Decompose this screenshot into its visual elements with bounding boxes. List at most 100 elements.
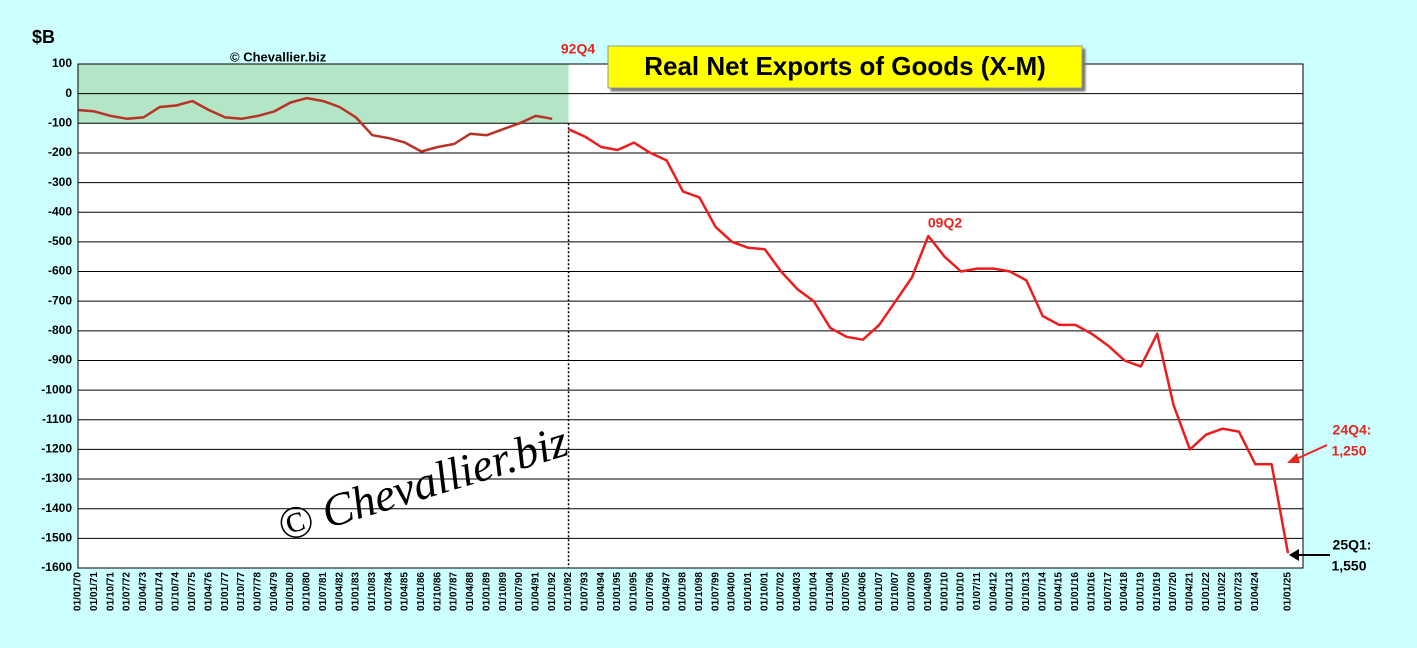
x-tick-label: 01/07/02: [776, 572, 787, 611]
x-tick-label: 01/04/00: [727, 572, 738, 611]
x-tick-label: 01/01/22: [1201, 572, 1212, 611]
y-tick-label: -900: [48, 353, 72, 367]
x-tick-label: 01/10/89: [498, 572, 509, 611]
x-tick-label: 01/01/98: [678, 572, 689, 611]
x-tick-label: 01/07/08: [907, 572, 918, 611]
y-tick-label: -1200: [41, 442, 72, 456]
x-tick-label: 01/04/06: [858, 572, 869, 611]
x-tick-label: 01/07/90: [514, 572, 525, 611]
x-tick-label: 01/04/24: [1250, 572, 1261, 611]
x-tick-label: 01/10/95: [629, 572, 640, 611]
x-tick-label: 01/01/95: [612, 572, 623, 611]
x-tick-label: 01/04/73: [138, 572, 149, 611]
annotation: 09Q2: [928, 215, 962, 231]
x-tick-label: 01/10/83: [367, 572, 378, 611]
title-box: [607, 45, 1083, 89]
x-tick-label: 01/07/75: [187, 572, 198, 611]
x-tick-label: 01/04/12: [988, 572, 999, 611]
x-tick-label: 01/01/89: [481, 572, 492, 611]
x-tick-label: 01/10/19: [1152, 572, 1163, 611]
x-tick-label: 01/01/83: [351, 572, 362, 611]
y-tick-label: -100: [48, 115, 72, 129]
x-tick-label: 01/10/22: [1217, 572, 1228, 611]
x-tick-label: 01/07/23: [1234, 572, 1245, 611]
x-tick-label: 01/10/71: [105, 572, 116, 611]
x-tick-label: 01/01/70: [73, 572, 84, 611]
x-tick-label: 01/07/99: [710, 572, 721, 611]
x-tick-label: 01/01/01: [743, 572, 754, 611]
y-tick-label: 100: [52, 56, 72, 70]
x-tick-label: 01/04/97: [661, 572, 672, 611]
x-tick-label: 01/07/87: [449, 572, 460, 611]
x-tick-label: 01/10/04: [825, 572, 836, 611]
plot-area: [78, 64, 1303, 568]
x-tick-label: 01/04/91: [530, 572, 541, 611]
arrow-head: [1287, 453, 1300, 463]
chart-title: Real Net Exports of Goods (X-M): [644, 51, 1046, 81]
x-tick-label: 01/01/71: [89, 572, 100, 611]
x-tick-label: 01/04/85: [400, 572, 411, 611]
x-tick-label: 01/04/21: [1185, 572, 1196, 611]
x-tick-label: 01/01/86: [416, 572, 427, 611]
y-tick-label: -1300: [41, 471, 72, 485]
x-tick-label: 01/10/16: [1086, 572, 1097, 611]
x-tick-label: 01/10/86: [432, 572, 443, 611]
x-tick-label: 01/04/18: [1119, 572, 1130, 611]
x-tick-label: 01/01/74: [154, 572, 165, 611]
x-tick-label: 01/04/88: [465, 572, 476, 611]
x-tick-label: 01/01/92: [547, 572, 558, 611]
y-tick-label: -700: [48, 293, 72, 307]
x-tick-label: 01/01/16: [1070, 572, 1081, 611]
y-tick-label: -1000: [41, 382, 72, 396]
x-tick-label: 01/07/96: [645, 572, 656, 611]
x-tick-label: 01/07/05: [841, 572, 852, 611]
x-tick-label: 01/07/78: [253, 572, 264, 611]
y-axis-label: $B: [32, 27, 55, 47]
x-tick-label: 01/10/13: [1021, 572, 1032, 611]
x-tick-label: 01/10/92: [563, 572, 574, 611]
x-tick-label: 01/04/15: [1054, 572, 1065, 611]
x-tick-label: 01/01/77: [220, 572, 231, 611]
annotation: 24Q4:: [1333, 422, 1372, 438]
x-tick-label: 01/10/77: [236, 572, 247, 611]
y-tick-label: -600: [48, 264, 72, 278]
y-tick-label: -1500: [41, 531, 72, 545]
y-tick-label: 0: [65, 86, 72, 100]
x-tick-label: 01/04/09: [923, 572, 934, 611]
watermark: © Chevallier.biz: [230, 49, 327, 64]
x-tick-label: 01/10/07: [890, 572, 901, 611]
arrow-head: [1289, 549, 1299, 561]
y-tick-label: -200: [48, 145, 72, 159]
x-tick-label: 01/04/76: [203, 572, 214, 611]
x-tick-label: 01/07/17: [1103, 572, 1114, 611]
x-tick-label: 01/07/72: [122, 572, 133, 611]
x-tick-label: 01/10/74: [171, 572, 182, 611]
x-tick-label: 01/07/81: [318, 572, 329, 611]
x-tick-label: 01/07/11: [972, 572, 983, 611]
data-line: [77, 96, 553, 153]
x-tick-label: 01/01/07: [874, 572, 885, 611]
x-tick-label: 01/04/79: [269, 572, 280, 611]
x-tick-label: 01/04/03: [792, 572, 803, 611]
annotation: 25Q1:: [1333, 537, 1372, 553]
x-tick-label: 01/01/13: [1005, 572, 1016, 611]
x-tick-label: 01/04/82: [334, 572, 345, 611]
x-tick-label: 01/10/98: [694, 572, 705, 611]
x-tick-label: 01/04/94: [596, 572, 607, 611]
y-tick-label: -1600: [41, 560, 72, 574]
y-tick-label: -300: [48, 175, 72, 189]
y-tick-label: -1400: [41, 501, 72, 515]
x-tick-label: 01/10/80: [302, 572, 313, 611]
annotation: 1,550: [1331, 558, 1366, 574]
x-tick-label: 01/01/19: [1135, 572, 1146, 611]
x-tick-label: 01/01/25: [1283, 572, 1294, 611]
x-tick-label: 01/01/10: [939, 572, 950, 611]
y-tick-label: -400: [48, 204, 72, 218]
x-tick-label: 01/10/01: [759, 572, 770, 611]
x-tick-label: 01/07/84: [383, 572, 394, 611]
y-tick-label: -1100: [42, 412, 72, 426]
data-line: [567, 128, 1290, 554]
annotation: 1,250: [1331, 443, 1366, 459]
x-tick-label: 01/07/14: [1037, 572, 1048, 611]
